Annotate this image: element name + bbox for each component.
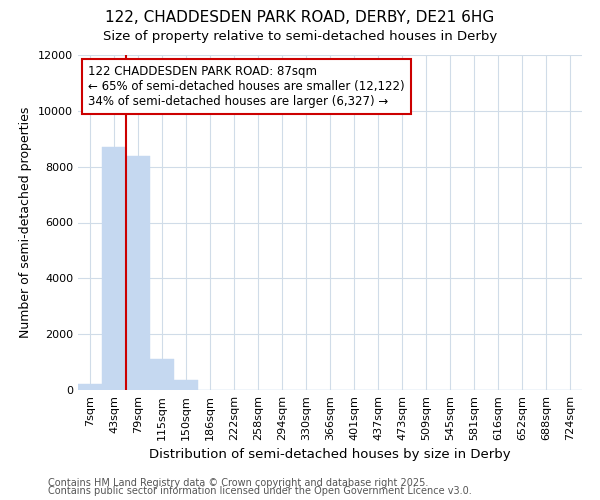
Bar	[126, 156, 150, 390]
Text: Size of property relative to semi-detached houses in Derby: Size of property relative to semi-detach…	[103, 30, 497, 43]
Y-axis label: Number of semi-detached properties: Number of semi-detached properties	[19, 107, 32, 338]
Text: 122 CHADDESDEN PARK ROAD: 87sqm
← 65% of semi-detached houses are smaller (12,12: 122 CHADDESDEN PARK ROAD: 87sqm ← 65% of…	[88, 65, 405, 108]
Text: 122, CHADDESDEN PARK ROAD, DERBY, DE21 6HG: 122, CHADDESDEN PARK ROAD, DERBY, DE21 6…	[106, 10, 494, 25]
Bar	[150, 360, 174, 390]
Bar	[78, 384, 102, 390]
X-axis label: Distribution of semi-detached houses by size in Derby: Distribution of semi-detached houses by …	[149, 448, 511, 462]
Bar	[174, 380, 198, 390]
Bar	[102, 147, 126, 390]
Text: Contains public sector information licensed under the Open Government Licence v3: Contains public sector information licen…	[48, 486, 472, 496]
Text: Contains HM Land Registry data © Crown copyright and database right 2025.: Contains HM Land Registry data © Crown c…	[48, 478, 428, 488]
